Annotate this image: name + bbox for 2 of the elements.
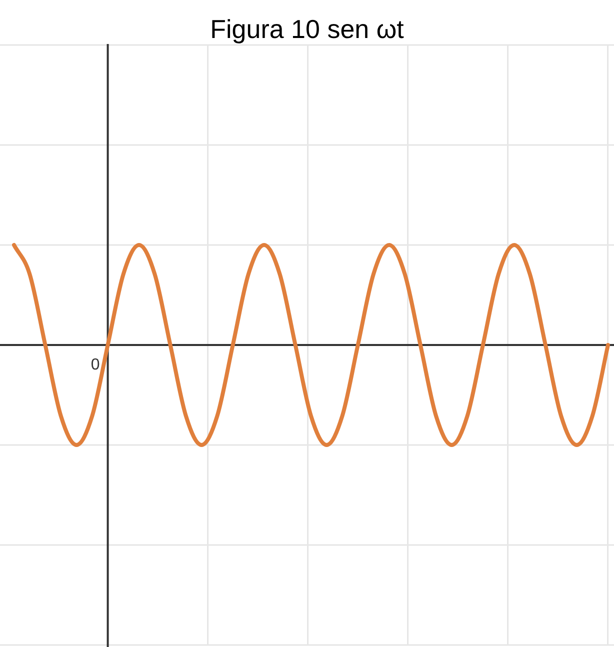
annotation: 0: [90, 356, 100, 374]
chart-title: Figura 10 sen ωt: [209, 13, 405, 44]
